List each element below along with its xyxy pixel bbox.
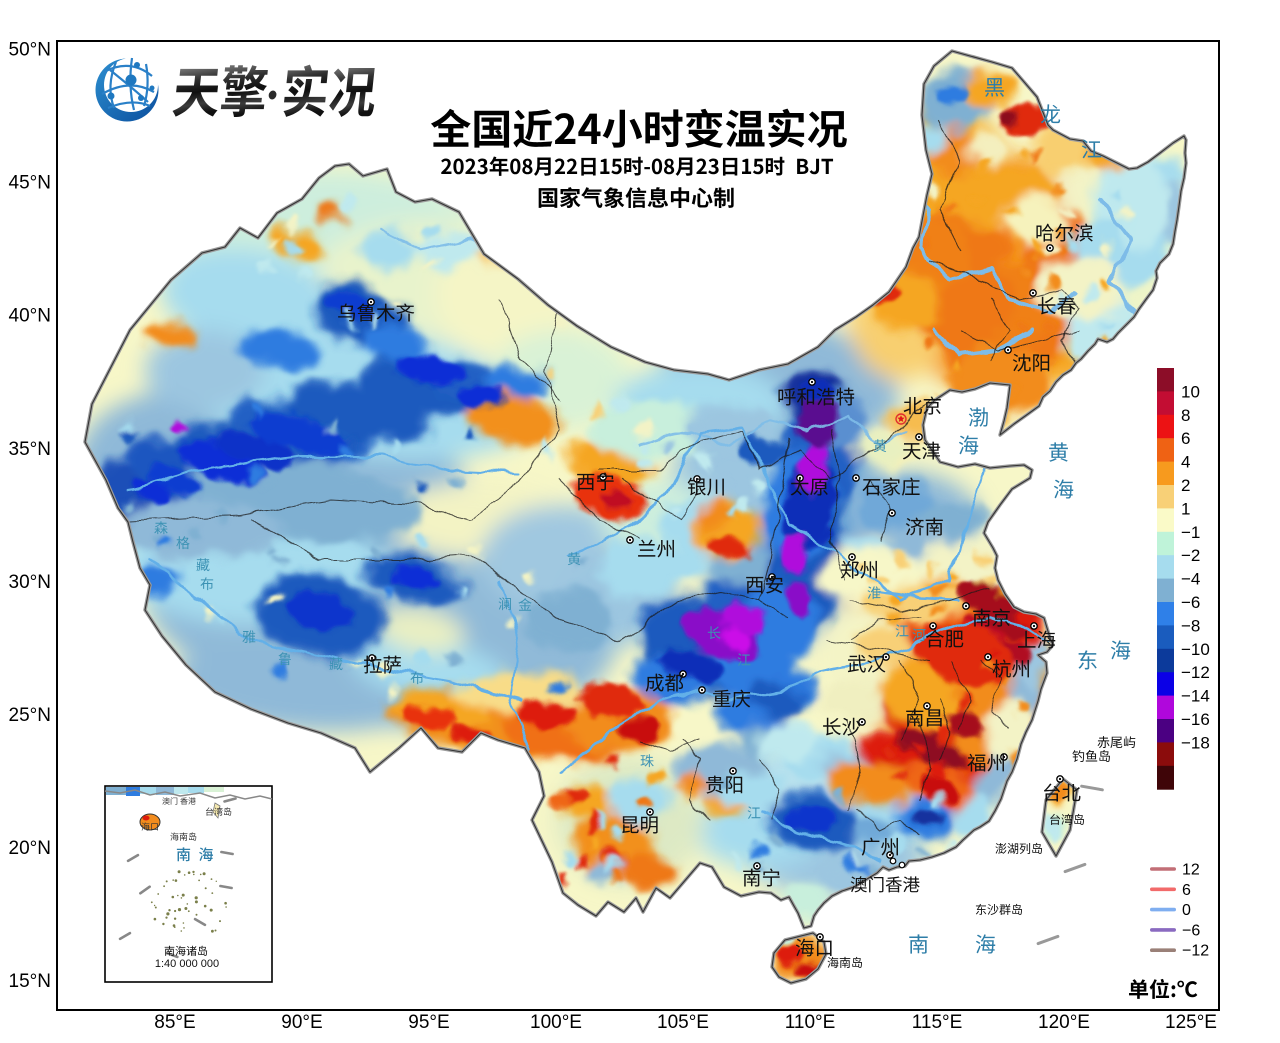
svg-text:−18: −18 xyxy=(1181,733,1210,752)
svg-text:90°E: 90°E xyxy=(281,1012,322,1033)
svg-text:−12: −12 xyxy=(1181,663,1210,682)
svg-text:85°E: 85°E xyxy=(154,1012,195,1033)
svg-text:25°N: 25°N xyxy=(9,705,51,726)
svg-text:2: 2 xyxy=(1181,476,1190,495)
svg-text:120°E: 120°E xyxy=(1038,1012,1090,1033)
svg-text:95°E: 95°E xyxy=(408,1012,449,1033)
svg-text:30°N: 30°N xyxy=(9,572,51,593)
svg-text:45°N: 45°N xyxy=(9,173,51,194)
svg-text:110°E: 110°E xyxy=(785,1012,836,1033)
svg-text:12: 12 xyxy=(1182,862,1200,879)
svg-text:−14: −14 xyxy=(1181,687,1210,706)
svg-text:50°N: 50°N xyxy=(9,40,51,61)
svg-text:115°E: 115°E xyxy=(912,1012,963,1033)
svg-text:1: 1 xyxy=(1181,499,1190,518)
svg-text:4: 4 xyxy=(1181,453,1190,472)
svg-text:−1: −1 xyxy=(1181,523,1200,542)
svg-text:125°E: 125°E xyxy=(1165,1012,1217,1033)
svg-text:−10: −10 xyxy=(1181,640,1210,659)
svg-text:35°N: 35°N xyxy=(9,439,51,460)
svg-text:−6: −6 xyxy=(1182,922,1200,939)
svg-text:−4: −4 xyxy=(1181,570,1200,589)
svg-text:15°N: 15°N xyxy=(9,971,51,992)
svg-text:−2: −2 xyxy=(1181,546,1200,565)
svg-text:10: 10 xyxy=(1181,382,1200,401)
svg-text:1:40 000 000: 1:40 000 000 xyxy=(155,958,219,970)
svg-text:−16: −16 xyxy=(1181,710,1210,729)
svg-text:6: 6 xyxy=(1182,882,1191,899)
svg-text:−8: −8 xyxy=(1181,616,1200,635)
svg-text:0: 0 xyxy=(1182,902,1191,919)
svg-text:20°N: 20°N xyxy=(9,838,51,859)
svg-text:−12: −12 xyxy=(1182,943,1209,960)
svg-text:8: 8 xyxy=(1181,406,1190,425)
svg-text:−6: −6 xyxy=(1181,593,1200,612)
svg-text:105°E: 105°E xyxy=(657,1012,709,1033)
svg-text:6: 6 xyxy=(1181,429,1190,448)
svg-text:40°N: 40°N xyxy=(9,306,51,327)
svg-text:100°E: 100°E xyxy=(530,1012,582,1033)
